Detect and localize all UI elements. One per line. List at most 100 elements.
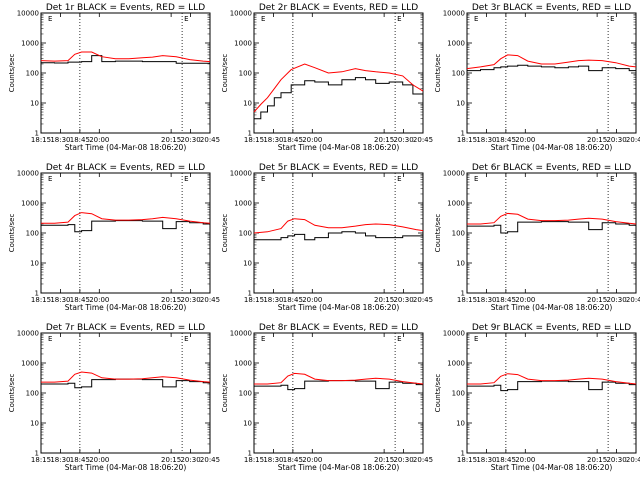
x-tick-label: 18:15 [244,136,264,144]
lld-line [254,372,424,385]
events-line [41,55,211,64]
panel-title: Det 9r BLACK = Events, RED = LLD [472,323,631,333]
x-tick-label: 18:45 [70,456,90,464]
x-axis-label: Start Time (04-Mar-08 18:06:20) [278,463,400,472]
y-tick-label: 1000 [447,360,465,368]
y-axis-label: Counts/sec [8,54,16,93]
y-tick-label: 10000 [230,330,252,338]
corner-mark: E [261,175,265,183]
y-tick-label: 10 [30,420,39,428]
x-tick-label: 18:30 [476,456,496,464]
y-tick-label: 10 [30,100,39,108]
x-tick-label: 20:45 [626,136,640,144]
x-tick-label: 18:30 [263,456,283,464]
x-tick-label: 18:45 [70,136,90,144]
panel-7: Det 7r BLACK = Events, RED = LLD 1 10 100 10… [8,323,220,472]
y-axis-label: Counts/sec [434,54,442,93]
x-axis-label: Start Time (04-Mar-08 18:06:20) [65,303,187,312]
panel-title: Det 3r BLACK = Events, RED = LLD [472,3,631,13]
y-tick-label: 10000 [443,170,465,178]
y-tick-label: 1 [461,130,465,138]
corner-mark: E [610,175,614,183]
panel-title: Det 7r BLACK = Events, RED = LLD [46,323,205,333]
y-tick-label: 100 [239,230,252,238]
x-tick-label: 20:00 [515,296,535,304]
y-axis-label: Counts/sec [8,374,16,413]
events-line [41,378,211,389]
y-axis-label: Counts/sec [434,374,442,413]
lld-line [41,371,211,383]
y-axis-label: Counts/sec [221,374,229,413]
panel-title: Det 4r BLACK = Events, RED = LLD [46,163,205,173]
y-tick-label: 1000 [21,40,39,48]
lld-line [467,212,637,225]
y-tick-label: 100 [452,70,465,78]
panel-title: Det 1r BLACK = Events, RED = LLD [46,3,205,13]
y-tick-label: 10 [30,260,39,268]
lld-line [41,212,211,224]
x-tick-label: 18:15 [457,296,477,304]
y-tick-label: 1 [248,130,252,138]
y-tick-label: 1000 [447,40,465,48]
y-tick-label: 100 [26,230,39,238]
x-axis-label: Start Time (04-Mar-08 18:06:20) [65,143,187,152]
panel-5: Det 5r BLACK = Events, RED = LLD 1 10 100 10… [221,163,433,312]
y-axis-label: Counts/sec [221,214,229,253]
panel-9: Det 9r BLACK = Events, RED = LLD 1 10 100 10… [434,323,640,472]
x-tick-label: 20:15 [587,456,607,464]
x-tick-label: 18:15 [31,296,51,304]
events-line [254,231,424,241]
x-tick-label: 18:45 [283,456,303,464]
plot-frame [253,332,424,454]
x-tick-label: 20:45 [626,456,640,464]
x-tick-label: 18:45 [496,296,516,304]
panel-4: Det 4r BLACK = Events, RED = LLD 1 10 100 10… [8,163,220,312]
plot-frame [40,12,211,134]
x-tick-label: 18:30 [476,136,496,144]
y-tick-label: 1 [35,130,39,138]
y-tick-label: 100 [26,70,39,78]
y-tick-label: 10000 [443,10,465,18]
x-tick-label: 20:45 [200,296,220,304]
corner-mark: E [474,175,478,183]
x-tick-label: 20:45 [413,136,433,144]
lld-line [253,63,424,113]
x-tick-label: 20:30 [393,136,413,144]
corner-mark: E [48,175,52,183]
panel-8: Det 8r BLACK = Events, RED = LLD 1 10 100 10… [221,323,433,472]
y-tick-label: 10 [456,100,465,108]
y-tick-label: 10000 [230,10,252,18]
lld-line [466,54,637,70]
corner-mark: E [48,15,52,23]
corner-mark: E [397,15,401,23]
x-tick-label: 18:15 [244,456,264,464]
panel-1: Det 1r BLACK = Events, RED = LLD 1 10 100 10… [8,3,220,152]
y-tick-label: 1000 [447,200,465,208]
x-tick-label: 20:30 [606,296,626,304]
x-tick-label: 20:00 [302,296,322,304]
y-tick-label: 1 [35,450,39,458]
x-tick-label: 20:15 [587,296,607,304]
x-tick-label: 18:45 [283,296,303,304]
x-axis-label: Start Time (04-Mar-08 18:06:20) [491,463,613,472]
x-axis-label: Start Time (04-Mar-08 18:06:20) [278,143,400,152]
corner-mark: E [184,175,188,183]
x-tick-label: 20:15 [374,296,394,304]
y-tick-label: 1 [461,290,465,298]
events-line [254,77,424,120]
events-line [467,221,637,234]
x-tick-label: 18:45 [496,456,516,464]
plot-frame [40,172,211,294]
panel-title: Det 5r BLACK = Events, RED = LLD [259,163,418,173]
y-tick-label: 1000 [234,40,252,48]
x-tick-label: 18:30 [263,136,283,144]
x-tick-label: 18:45 [70,296,90,304]
y-tick-label: 10000 [230,170,252,178]
y-tick-label: 10000 [17,10,39,18]
x-tick-label: 20:00 [89,136,109,144]
y-tick-label: 10 [243,260,252,268]
panel-2: Det 2r BLACK = Events, RED = LLD 1 10 100 10… [221,3,433,152]
x-tick-label: 18:15 [457,456,477,464]
panel-title: Det 8r BLACK = Events, RED = LLD [259,323,418,333]
